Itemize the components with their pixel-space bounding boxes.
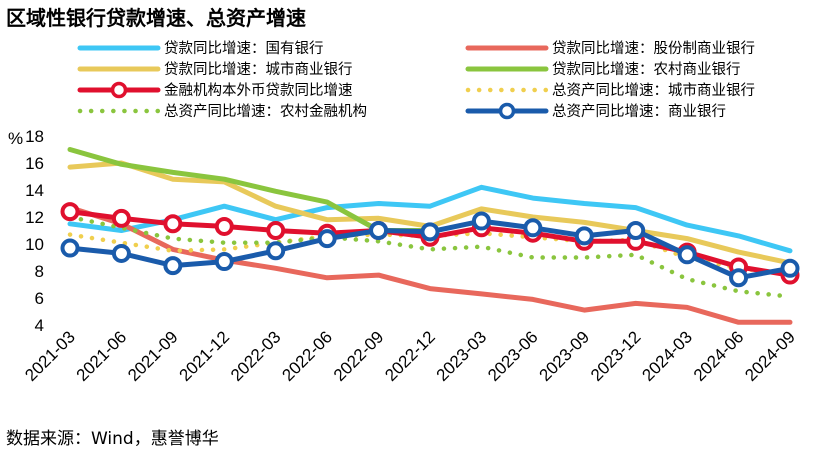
y-tick-label: 4 (35, 316, 44, 335)
data-point (369, 221, 389, 240)
series-3 (67, 147, 433, 233)
data-point (163, 214, 183, 234)
series-line (67, 147, 433, 233)
y-tick-label: 16 (25, 154, 44, 173)
legend-item: 总资产同比增速：农村金融机构 (77, 103, 367, 120)
y-tick-label: 18 (25, 127, 44, 146)
x-tick-label: 2021-12 (176, 327, 234, 385)
legend-item: 金融机构本外币贷款同比增速 (77, 81, 353, 99)
x-tick-label: 2023-12 (587, 327, 645, 385)
data-point (677, 245, 697, 265)
series-line (67, 214, 793, 299)
data-point (471, 211, 491, 231)
legend-label: 总资产同比增速：农村金融机构 (164, 103, 367, 120)
series-0 (67, 184, 793, 254)
legend-label: 贷款同比增速：农村商业银行 (552, 61, 741, 78)
series-line (67, 205, 793, 325)
chart-title: 区域性银行贷款增速、总资产增速 (6, 6, 306, 30)
x-tick-label: 2024-09 (741, 327, 799, 385)
y-tick-label: 14 (25, 181, 44, 200)
y-axis-label: % (8, 129, 23, 148)
legend-item: 贷款同比增速：农村商业银行 (465, 61, 741, 78)
legend-item: 贷款同比增速：股份制商业银行 (465, 40, 755, 57)
series-line (67, 230, 793, 276)
series-5 (67, 230, 793, 276)
data-point (626, 221, 646, 240)
legend-marker (110, 81, 128, 99)
legend-item: 贷款同比增速：城市商业银行 (77, 61, 353, 78)
data-point (60, 202, 80, 222)
x-tick-label: 2022-09 (330, 327, 388, 385)
series-1 (67, 205, 793, 325)
y-tick-label: 8 (35, 262, 44, 281)
data-point (420, 222, 440, 242)
x-axis-ticks: 2021-032021-062021-092021-122022-032022-… (21, 327, 799, 385)
x-tick-label: 2021-09 (124, 327, 182, 385)
legend-label: 贷款同比增速：股份制商业银行 (552, 40, 755, 57)
data-point (60, 238, 80, 258)
x-tick-label: 2022-06 (278, 327, 336, 385)
data-point (214, 216, 234, 236)
data-source-note: 数据来源：Wind，惠誉博华 (6, 429, 219, 449)
legend-item: 总资产同比增速：商业银行 (465, 102, 726, 120)
plot-area (60, 147, 800, 325)
legend-marker (498, 102, 516, 120)
data-point (780, 258, 800, 278)
data-point (266, 241, 286, 261)
x-tick-label: 2023-06 (484, 327, 542, 385)
y-tick-label: 12 (25, 208, 44, 227)
series-6 (67, 214, 793, 299)
legend-item: 总资产同比增速：城市商业银行 (465, 82, 755, 99)
data-point (163, 256, 183, 276)
x-tick-label: 2021-06 (73, 327, 131, 385)
data-point (729, 268, 749, 288)
series-line (67, 184, 793, 254)
x-tick-label: 2023-03 (433, 327, 491, 385)
y-tick-label: 10 (25, 235, 44, 254)
data-point (523, 218, 543, 238)
y-axis-ticks: 4 6 8 10 12 14 16 18 (25, 127, 44, 335)
x-tick-label: 2021-03 (21, 327, 79, 385)
x-tick-label: 2024-03 (638, 327, 696, 385)
data-point (111, 208, 131, 228)
legend-label: 总资产同比增速：城市商业银行 (552, 82, 755, 99)
data-point (214, 252, 234, 272)
legend-label: 贷款同比增速：国有银行 (164, 40, 324, 57)
legend-label: 贷款同比增速：城市商业银行 (164, 61, 353, 78)
legend-label: 总资产同比增速：商业银行 (552, 103, 726, 120)
x-tick-label: 2022-12 (381, 327, 439, 385)
x-tick-label: 2023-09 (536, 327, 594, 385)
data-point (317, 229, 337, 249)
series-7 (60, 211, 800, 288)
data-point (574, 226, 594, 246)
data-point (266, 221, 286, 240)
legend-item: 贷款同比增速：国有银行 (77, 40, 324, 57)
x-tick-label: 2024-06 (690, 327, 748, 385)
y-tick-label: 6 (35, 289, 44, 308)
legend-label: 金融机构本外币贷款同比增速 (164, 82, 353, 99)
data-point (111, 243, 131, 263)
x-tick-label: 2022-03 (227, 327, 285, 385)
